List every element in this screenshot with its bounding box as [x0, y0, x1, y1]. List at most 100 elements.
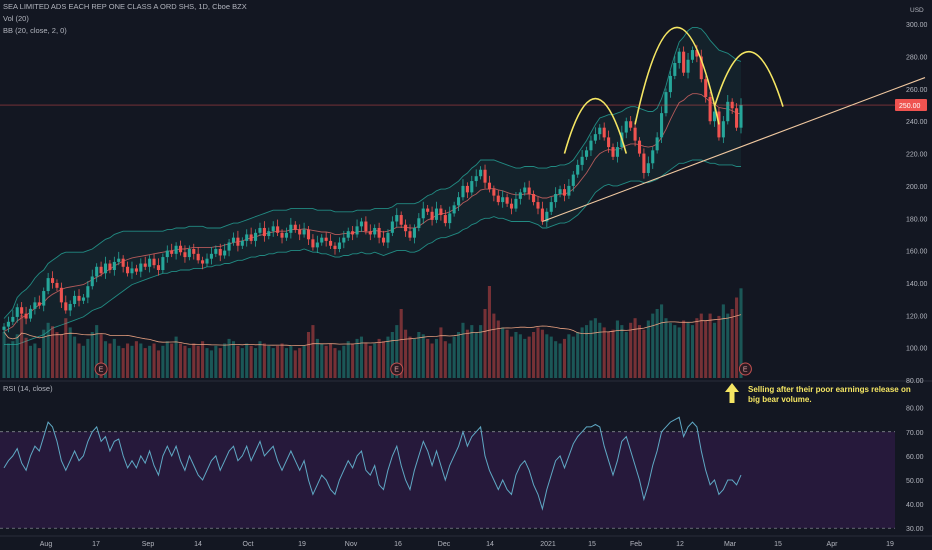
rsi-tick-label: 80.00 — [906, 406, 924, 413]
candle-body — [558, 189, 562, 194]
volume-bar — [593, 318, 597, 378]
volume-bar — [130, 345, 134, 378]
candle-body — [289, 224, 293, 233]
bollinger-legend[interactable]: BB (20, close, 2, 0) — [3, 26, 67, 35]
candle-body — [42, 291, 46, 306]
candle-body — [523, 187, 527, 193]
volume-bar — [245, 343, 249, 378]
candle-body — [95, 266, 99, 277]
candle-body — [262, 227, 266, 237]
earnings-marker — [738, 362, 752, 376]
time-tick-label: Aug — [40, 541, 53, 548]
symbol-legend[interactable]: SEA LIMITED ADS EACH REP ONE CLASS A ORD… — [3, 2, 247, 11]
volume-bar — [231, 341, 236, 378]
volume-bar — [333, 348, 337, 378]
volume-bar — [342, 345, 346, 378]
candle-body — [708, 96, 712, 122]
last-price-label: 250.00 — [899, 103, 921, 110]
volume-bar — [527, 336, 531, 378]
volume-bar — [15, 334, 19, 378]
candle-body — [351, 231, 355, 235]
candle-body — [726, 101, 730, 122]
candle-body — [218, 248, 222, 256]
candle-body — [651, 150, 655, 164]
candle-body — [633, 127, 637, 141]
time-tick-label: 14 — [194, 541, 202, 548]
rsi-tick-label: 70.00 — [906, 430, 924, 437]
volume-bar — [408, 336, 412, 378]
volume-bar — [739, 288, 743, 378]
volume-bar — [134, 341, 138, 378]
candle-body — [254, 232, 258, 241]
volume-bar — [598, 322, 602, 378]
candle-body — [205, 258, 209, 264]
candle-body — [81, 297, 85, 301]
volume-bar — [55, 332, 59, 378]
candle-body — [90, 276, 94, 287]
rsi-tick-label: 60.00 — [906, 454, 924, 461]
volume-bar — [148, 345, 152, 378]
candle-body — [249, 234, 253, 241]
price-tick-label: 260.00 — [906, 87, 928, 94]
volume-bar — [223, 343, 227, 378]
candle-body — [276, 226, 280, 233]
candle-body — [483, 169, 487, 183]
candle-body — [2, 326, 6, 330]
volume-bar — [686, 322, 690, 378]
candle-body — [298, 229, 302, 235]
drawing-overlays: 250.00 E E E — [0, 26, 927, 376]
candle-body — [103, 263, 108, 274]
volume-bar — [33, 343, 37, 378]
candle-body — [712, 111, 717, 122]
volume-bar — [267, 345, 271, 378]
candle-body — [390, 221, 394, 233]
volume-bar — [434, 338, 439, 378]
rsi-legend[interactable]: RSI (14, close) — [3, 384, 53, 393]
volume-bar — [532, 332, 536, 378]
volume-bar — [426, 338, 430, 378]
volume-bar — [395, 325, 399, 378]
candle-body — [721, 121, 725, 138]
volume-bar — [156, 350, 161, 378]
candle-body — [580, 156, 584, 165]
candle-body — [24, 313, 28, 319]
volume-bar — [602, 327, 606, 378]
volume-bar — [721, 304, 725, 378]
volume-bar — [355, 338, 359, 378]
candle-body — [364, 221, 368, 232]
time-tick-label: 12 — [676, 541, 684, 548]
time-tick-label: 15 — [774, 541, 782, 548]
candle-body — [381, 237, 386, 243]
volume-bar — [73, 336, 77, 378]
volume-bar — [262, 343, 266, 378]
volume-legend[interactable]: Vol (20) — [3, 14, 29, 23]
annotation-text: Selling after their poor earnings releas… — [748, 385, 911, 404]
volume-bar — [68, 327, 72, 378]
axes-group: 300.00 280.00 260.00 240.00 220.00 200.00 180.… — [0, 7, 932, 548]
candle-body — [130, 268, 134, 274]
candle-body — [183, 252, 187, 258]
candle-body — [368, 231, 372, 235]
volume-bar — [496, 320, 500, 378]
volume-bar — [505, 329, 509, 378]
volume-bar — [571, 336, 575, 378]
volume-bar — [192, 343, 196, 378]
volume-bar — [311, 325, 315, 378]
candle-body — [99, 266, 103, 274]
volume-bar — [624, 332, 628, 378]
head-arc — [634, 26, 720, 125]
candle-body — [139, 263, 143, 272]
candle-body — [267, 231, 271, 237]
candle-body — [673, 62, 677, 76]
candle-body — [611, 147, 615, 157]
candle-body — [258, 227, 262, 233]
time-tick-label: Sep — [142, 541, 155, 548]
earnings-marker-label: E — [743, 367, 748, 374]
candle-body — [77, 295, 81, 301]
candle-body — [527, 187, 531, 194]
up-arrow-icon — [725, 383, 739, 403]
time-tick-label: Nov — [345, 541, 358, 548]
earnings-marker-label: E — [99, 367, 104, 374]
volume-bar — [351, 343, 355, 378]
